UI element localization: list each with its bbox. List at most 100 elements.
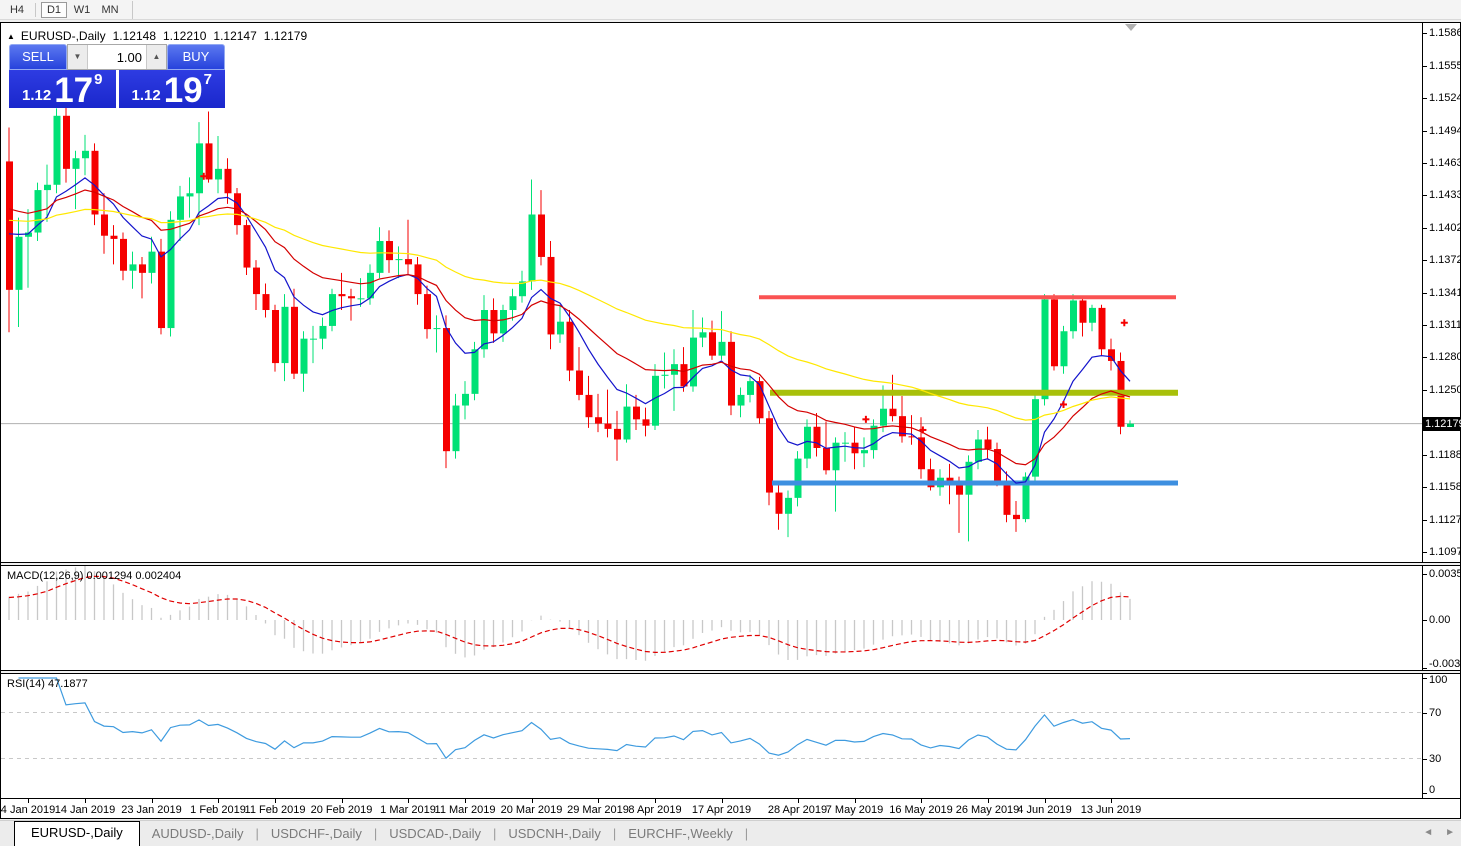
timeframe-button-mn[interactable]: MN [101, 3, 119, 16]
price-tick [1423, 487, 1427, 489]
date-label: 20 Mar 2019 [500, 804, 563, 816]
rsi-line [18, 677, 1131, 760]
rsi-tick-label: 30 [1429, 752, 1442, 765]
price-tick-label: 1.13720 [1429, 254, 1461, 267]
tab-separator: | [612, 826, 617, 841]
sell-price-small: 1.12 [22, 87, 52, 104]
tab-eurchf-weekly[interactable]: EURCHF-,Weekly [628, 826, 733, 841]
date-label: 17 Apr 2019 [691, 804, 752, 816]
rsi-tick [1423, 712, 1427, 714]
main-chart-pane: ▲ EURUSD-,Daily 1.12148 1.12210 1.12147 … [1, 23, 1422, 562]
tab-separator: | [373, 826, 378, 841]
date-tick [655, 799, 656, 803]
volume-increase-button[interactable]: ▲ [146, 45, 166, 69]
tab-separator: | [744, 826, 749, 841]
date-label: 14 Jan 2019 [54, 804, 116, 816]
price-tick [1423, 98, 1427, 100]
macd-plot[interactable] [1, 566, 1422, 670]
macd-tick-label: 0.003518 [1429, 567, 1461, 580]
date-tick [921, 799, 922, 803]
chart-window: ▲ EURUSD-,Daily 1.12148 1.12210 1.12147 … [0, 22, 1461, 819]
price-tick-label: 1.11885 [1429, 448, 1461, 461]
date-label: 13 Jun 2019 [1080, 804, 1142, 816]
macd-label: MACD(12,26,9) 0.001294 0.002404 [7, 570, 182, 582]
price-tick-label: 1.10970 [1429, 546, 1461, 558]
sell-price-button[interactable]: 1.12 17 9 [9, 70, 116, 108]
ma-lines-layer [8, 177, 1131, 484]
rsi-tick [1423, 678, 1427, 679]
date-tick [85, 799, 86, 803]
price-tick [1423, 389, 1427, 391]
price-tick [1423, 454, 1427, 456]
scroll-left-icon[interactable]: ◄ [1423, 827, 1434, 838]
tab-audusd-daily[interactable]: AUDUSD-,Daily [151, 826, 244, 841]
date-tick [341, 799, 343, 803]
volume-decrease-button[interactable]: ▼ [68, 45, 88, 69]
tab-eurusd-daily[interactable]: EURUSD-,Daily [14, 821, 140, 846]
macd-axis[interactable]: 0.003518 0.00 -0.00367 [1422, 566, 1461, 670]
price-tick [1423, 324, 1427, 326]
timeframe-button-h4[interactable]: H4 [9, 3, 25, 16]
chart-shift-icon[interactable] [1125, 24, 1137, 31]
collapse-icon[interactable]: ▲ [7, 31, 15, 41]
price-tick-label: 1.13415 [1429, 286, 1461, 299]
buy-button[interactable]: BUY [167, 44, 225, 70]
buy-price-button[interactable]: 1.12 19 7 [118, 70, 225, 110]
macd-tick [1423, 620, 1427, 621]
date-label: 4 Jan 2019 [0, 804, 56, 816]
tab-separator: | [255, 826, 259, 841]
ohlc-high: 1.12210 [163, 29, 207, 43]
pane-divider[interactable] [1, 562, 1460, 566]
date-label: 1 Feb 2019 [190, 804, 246, 816]
date-label: 7 May 2019 [825, 804, 884, 816]
price-tick-label: 1.12805 [1429, 351, 1461, 364]
rsi-tick-label: 100 [1429, 674, 1448, 686]
macd-pane: MACD(12,26,9) 0.001294 0.002404 [1, 566, 1422, 670]
sell-button[interactable]: SELL [9, 44, 67, 70]
current-price-box: 1.12179 [1423, 416, 1461, 431]
main-chart-plot[interactable] [1, 23, 1422, 562]
date-label: 16 May 2019 [889, 804, 953, 816]
date-label: 11 Feb 2019 [244, 804, 306, 816]
rsi-tick [1423, 793, 1427, 794]
rsi-tick-label: 70 [1429, 706, 1442, 719]
tab-usdchf-daily[interactable]: USDCHF-,Daily [270, 826, 362, 841]
tab-usdcad-daily[interactable]: USDCAD-,Daily [389, 826, 481, 841]
timeframe-button-d1[interactable]: D1 [41, 1, 67, 18]
macd-tick-label: 0.00 [1429, 614, 1451, 626]
timeframe-button-w1[interactable]: W1 [73, 3, 91, 16]
scroll-right-icon[interactable]: ► [1445, 827, 1455, 838]
price-tick-label: 1.14025 [1429, 221, 1461, 234]
price-tick [1423, 163, 1427, 164]
pane-divider[interactable] [1, 670, 1460, 674]
toolbar-separator [35, 2, 36, 17]
macd-tick [1423, 573, 1427, 575]
trade-markers-layer [200, 172, 1128, 434]
date-tick [854, 799, 856, 803]
macd-tick-label: -0.00367 [1429, 658, 1461, 670]
symbol-label: EURUSD-,Daily [20, 29, 106, 43]
volume-input[interactable]: 1.00 [88, 45, 146, 69]
date-axis[interactable]: 4 Jan 2019 14 Jan 2019 23 Jan 2019 1 Feb 20… [1, 798, 1460, 818]
rsi-levels [1, 712, 1422, 759]
date-tick [1044, 799, 1046, 803]
price-tick [1423, 519, 1427, 521]
buy-price-small: 1.12 [131, 87, 161, 104]
volume-stepper: ▼ 1.00 ▲ [67, 44, 167, 70]
tab-separator: | [492, 826, 497, 841]
rsi-tick-label: 0 [1429, 784, 1436, 796]
sell-price-big: 17 [54, 71, 94, 110]
date-label: 29 Mar 2019 [567, 804, 629, 816]
tab-scroll-buttons: ◄ ► [1423, 827, 1455, 838]
date-tick [151, 799, 153, 803]
volume-down-icon: ▼ [73, 52, 82, 61]
date-tick [721, 799, 723, 803]
rsi-plot[interactable] [1, 674, 1422, 798]
price-tick [1423, 65, 1427, 67]
tab-usdcnh-daily[interactable]: USDCNH-,Daily [508, 826, 601, 841]
rsi-axis[interactable]: 100 70 30 0 [1422, 674, 1460, 798]
buy-price-big: 19 [163, 71, 203, 110]
symbol-tab-bar: EURUSD-,Daily AUDUSD-,Daily | USDCHF-,Daily… [0, 820, 1461, 846]
date-label: 28 Apr 2019 [767, 804, 828, 816]
price-axis[interactable]: 1.12179 1.15860 1.15550 1.15245 1.14940 1.14… [1422, 23, 1461, 562]
